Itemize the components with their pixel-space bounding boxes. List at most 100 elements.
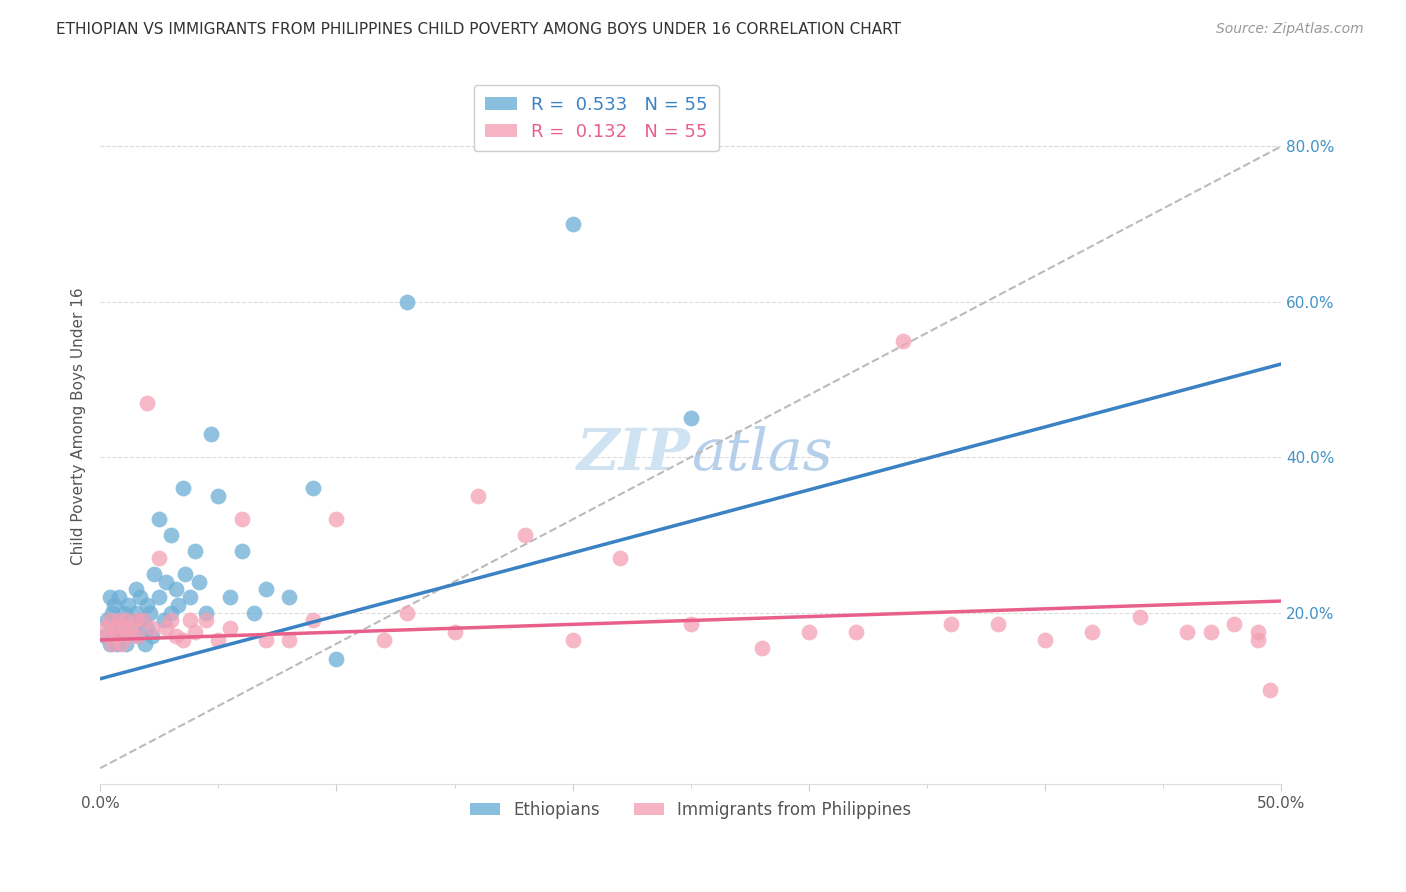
Point [160, 606, 183, 620]
Point [103, 621, 125, 635]
Point [893, 334, 915, 348]
Point [219, 621, 242, 635]
Point [131, 614, 153, 628]
Point [153, 614, 176, 628]
Point [129, 590, 152, 604]
Point [112, 606, 135, 620]
Point [561, 632, 583, 647]
Point [1081, 625, 1104, 640]
Point [188, 574, 211, 589]
Point [103, 629, 125, 643]
Point [120, 614, 142, 628]
Point [254, 632, 277, 647]
Point [136, 621, 159, 635]
Point [1247, 632, 1270, 647]
Point [117, 629, 139, 643]
Text: ZIP: ZIP [576, 426, 690, 483]
Point [160, 528, 183, 542]
Point [124, 614, 146, 628]
Point [124, 582, 146, 597]
Point [165, 582, 187, 597]
Point [1223, 617, 1246, 632]
Point [136, 396, 159, 410]
Point [108, 614, 131, 628]
Point [110, 621, 132, 635]
Point [1199, 625, 1222, 640]
Point [136, 598, 159, 612]
Point [467, 489, 489, 503]
Point [278, 632, 301, 647]
Point [122, 621, 145, 635]
Point [115, 614, 138, 628]
Point [155, 574, 177, 589]
Point [155, 621, 177, 635]
Point [939, 617, 962, 632]
Point [207, 632, 229, 647]
Point [112, 621, 135, 635]
Point [172, 632, 194, 647]
Point [174, 566, 197, 581]
Point [987, 617, 1010, 632]
Y-axis label: Child Poverty Among Boys Under 16: Child Poverty Among Boys Under 16 [72, 287, 86, 565]
Point [231, 543, 253, 558]
Point [179, 614, 201, 628]
Point [325, 512, 347, 526]
Point [165, 629, 187, 643]
Point [141, 621, 163, 635]
Point [101, 621, 124, 635]
Point [98, 637, 121, 651]
Point [373, 632, 395, 647]
Point [105, 629, 128, 643]
Point [148, 512, 170, 526]
Point [160, 614, 183, 628]
Point [561, 217, 583, 231]
Point [515, 528, 537, 542]
Point [179, 590, 201, 604]
Point [134, 637, 156, 651]
Point [127, 629, 149, 643]
Point [1247, 625, 1270, 640]
Point [143, 566, 166, 581]
Point [1175, 625, 1198, 640]
Point [141, 629, 163, 643]
Point [301, 614, 323, 628]
Point [679, 411, 702, 425]
Point [108, 614, 131, 628]
Point [195, 614, 218, 628]
Legend: Ethiopians, Immigrants from Philippines: Ethiopians, Immigrants from Philippines [464, 794, 918, 825]
Point [207, 489, 229, 503]
Point [103, 598, 125, 612]
Point [200, 426, 222, 441]
Point [148, 590, 170, 604]
Point [124, 606, 146, 620]
Point [139, 606, 162, 620]
Point [98, 614, 121, 628]
Point [195, 606, 218, 620]
Point [797, 625, 820, 640]
Point [242, 606, 264, 620]
Point [609, 551, 631, 566]
Point [131, 614, 153, 628]
Point [396, 606, 419, 620]
Point [96, 614, 118, 628]
Point [679, 617, 702, 632]
Point [325, 652, 347, 666]
Point [183, 543, 205, 558]
Point [1033, 632, 1056, 647]
Point [845, 625, 868, 640]
Point [443, 625, 465, 640]
Point [112, 629, 135, 643]
Text: Source: ZipAtlas.com: Source: ZipAtlas.com [1216, 22, 1364, 37]
Point [127, 629, 149, 643]
Point [1129, 609, 1152, 624]
Point [231, 512, 253, 526]
Point [396, 294, 419, 309]
Point [105, 637, 128, 651]
Point [183, 625, 205, 640]
Text: atlas: atlas [690, 426, 832, 483]
Point [98, 590, 121, 604]
Point [94, 629, 117, 643]
Text: ETHIOPIAN VS IMMIGRANTS FROM PHILIPPINES CHILD POVERTY AMONG BOYS UNDER 16 CORRE: ETHIOPIAN VS IMMIGRANTS FROM PHILIPPINES… [56, 22, 901, 37]
Point [110, 637, 132, 651]
Point [101, 637, 124, 651]
